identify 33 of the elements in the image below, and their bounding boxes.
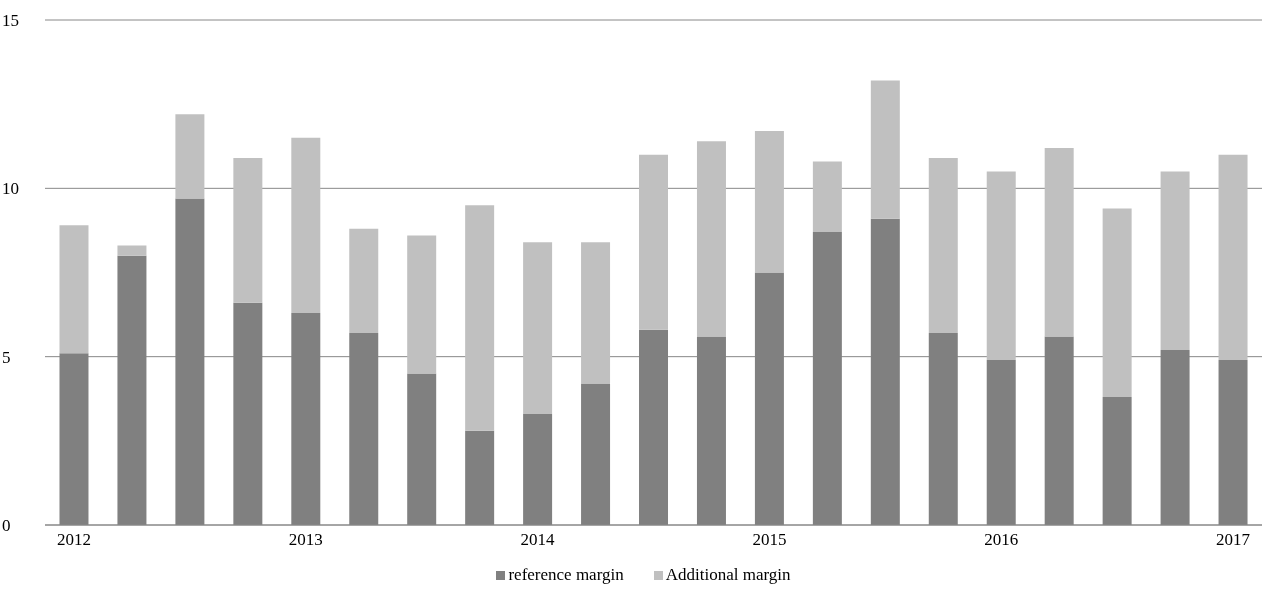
bar xyxy=(1160,171,1190,350)
y-tick-label: 0 xyxy=(2,516,11,536)
bar xyxy=(639,154,669,330)
x-tick-label: 2016 xyxy=(984,530,1019,550)
bar xyxy=(291,137,321,313)
bar xyxy=(407,235,437,374)
legend-label: Additional margin xyxy=(664,565,791,585)
x-tick-label: 2013 xyxy=(288,530,323,550)
bar xyxy=(233,158,263,303)
bar xyxy=(870,80,900,219)
legend-label: reference margin xyxy=(507,565,624,585)
bar xyxy=(928,158,958,334)
x-tick-label: 2015 xyxy=(752,530,787,550)
bar xyxy=(696,141,726,337)
x-tick-label: 2012 xyxy=(56,530,91,550)
bar xyxy=(581,242,611,384)
x-tick-label: 2014 xyxy=(520,530,556,550)
bar xyxy=(117,245,147,256)
bar xyxy=(523,242,553,414)
bar xyxy=(465,205,495,431)
bar xyxy=(1218,154,1248,361)
y-tick-label: 15 xyxy=(2,11,19,31)
bar xyxy=(349,228,379,334)
y-tick-label: 10 xyxy=(2,179,19,199)
bar xyxy=(812,161,842,233)
x-tick-label: 2017 xyxy=(1216,530,1251,550)
bar xyxy=(754,131,784,273)
bar xyxy=(59,225,89,354)
bar xyxy=(175,114,205,199)
bar xyxy=(1044,147,1074,337)
bar xyxy=(1102,208,1132,398)
bar xyxy=(986,171,1016,361)
y-tick-label: 5 xyxy=(2,347,11,367)
